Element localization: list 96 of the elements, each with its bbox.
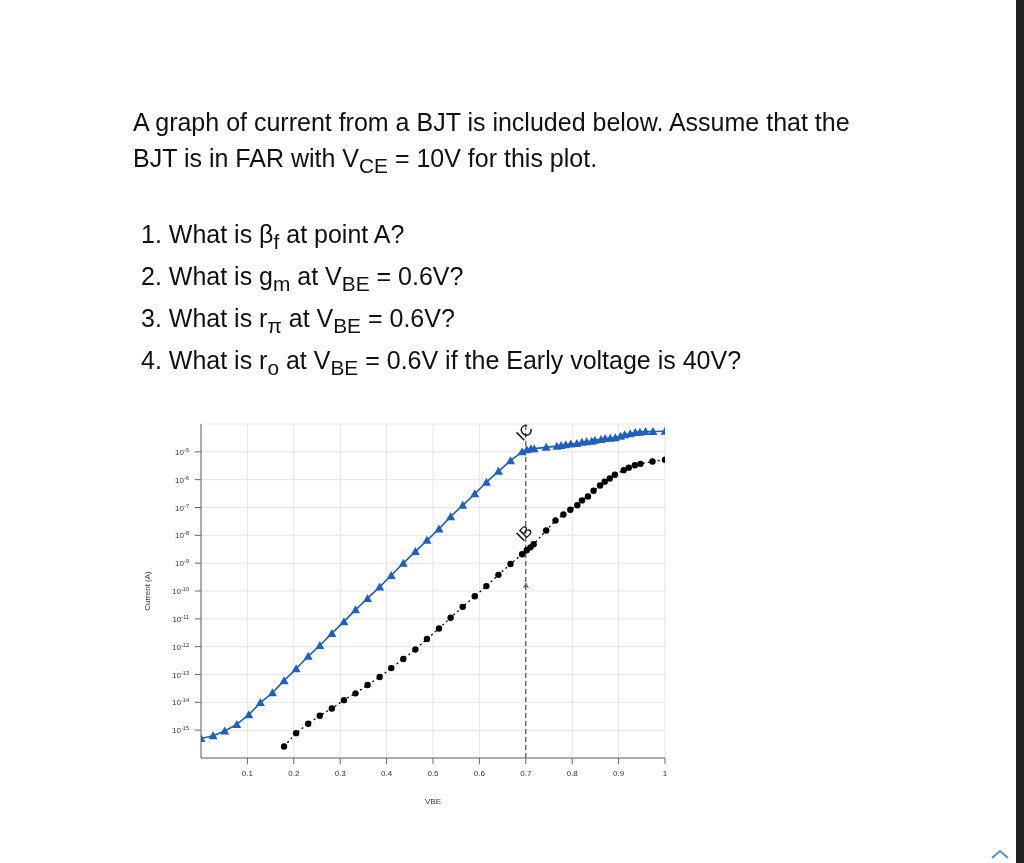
point xyxy=(303,651,313,660)
x-tick-label: 0.1 xyxy=(241,769,254,778)
point xyxy=(327,628,337,637)
point xyxy=(339,617,349,626)
point xyxy=(232,719,242,728)
point xyxy=(328,705,336,712)
point xyxy=(637,460,644,468)
point xyxy=(483,582,490,590)
point xyxy=(220,726,230,735)
point xyxy=(625,464,633,471)
text: IB xyxy=(512,521,536,545)
text: IC xyxy=(512,420,537,444)
point xyxy=(435,625,443,632)
point xyxy=(376,673,383,681)
point xyxy=(244,710,254,719)
y-tick-label: 10$^{-6}$ xyxy=(175,474,189,485)
point xyxy=(552,517,559,524)
text: 3. What is r$_{π}$ at V$_{BE}$ = 0.6V? xyxy=(141,304,456,339)
point xyxy=(410,547,420,556)
point xyxy=(208,731,218,740)
point xyxy=(518,551,526,558)
point xyxy=(422,535,432,544)
point xyxy=(447,614,454,621)
point xyxy=(386,571,396,580)
point xyxy=(574,502,581,509)
point xyxy=(446,512,456,521)
point xyxy=(611,471,619,478)
point xyxy=(459,603,466,611)
chart-title: A graph of current from a BJT is included below. Assume that the BJT is in FAR with V$_{CE}$ = 10V for this plot. xyxy=(133,107,851,179)
y-tick-label: 10$^{-9}$ xyxy=(175,558,189,569)
point xyxy=(280,743,288,750)
point xyxy=(560,511,567,518)
point xyxy=(304,720,312,727)
point xyxy=(471,593,478,600)
point xyxy=(606,475,613,482)
point xyxy=(470,489,480,498)
point xyxy=(291,664,301,673)
point xyxy=(400,655,407,663)
point xyxy=(340,696,348,704)
point xyxy=(507,560,514,568)
point xyxy=(364,681,371,689)
point xyxy=(649,458,656,465)
y-axis-title: Current (A) xyxy=(142,570,152,611)
ref-line-label: A xyxy=(523,581,530,590)
x-tick-label: 0.3 xyxy=(334,769,347,778)
y-tick-label: 10$^{-7}$ xyxy=(175,502,189,513)
x-tick-label: 0.7 xyxy=(520,769,532,778)
x-tick-label: 0.8 xyxy=(566,769,579,778)
text: 1. What is β$_{f}$ at point A? xyxy=(141,220,406,255)
point xyxy=(255,698,265,707)
x-tick-label: 0.6 xyxy=(473,769,486,778)
point xyxy=(495,571,502,579)
point xyxy=(584,493,592,500)
y-tick-label: 10$^{-11}$ xyxy=(172,613,189,624)
y-tick-label: 10$^{-14}$ xyxy=(172,697,189,708)
point xyxy=(590,487,597,494)
point xyxy=(388,664,395,672)
point xyxy=(596,482,604,489)
point xyxy=(352,690,359,697)
point xyxy=(631,462,639,469)
point xyxy=(292,729,300,737)
y-tick-label: 10$^{-12}$ xyxy=(172,641,189,652)
point xyxy=(458,500,468,509)
point xyxy=(363,593,373,602)
point xyxy=(601,478,608,485)
point xyxy=(398,558,408,567)
point xyxy=(641,426,651,435)
point xyxy=(279,676,289,685)
point xyxy=(412,646,419,653)
y-tick-label: 10$^{-13}$ xyxy=(172,669,189,680)
text: 2. What is g$_{m}$ at V$_{BE}$ = 0.6V? xyxy=(141,262,465,297)
point xyxy=(541,442,551,451)
y-tick-label: 10$^{-15}$ xyxy=(172,725,189,736)
x-tick-label: 0.9 xyxy=(613,769,625,778)
point xyxy=(315,641,325,650)
y-tick-label: 10$^{-10}$ xyxy=(172,586,189,596)
point xyxy=(578,497,586,504)
point xyxy=(481,477,491,486)
point xyxy=(423,635,431,643)
point xyxy=(493,466,503,475)
x-axis-title: VBE xyxy=(424,797,442,806)
point xyxy=(316,712,323,719)
point xyxy=(648,426,658,435)
point xyxy=(543,527,550,534)
x-tick-label: 1 xyxy=(662,769,668,778)
point xyxy=(351,605,361,614)
text: 4. What is r$_{o}$ at V$_{BE}$ = 0.6V if the Early voltage is 40V? xyxy=(141,346,743,381)
point xyxy=(267,688,277,697)
x-tick-label: 0.2 xyxy=(288,769,300,778)
point xyxy=(620,466,627,474)
y-tick-label: 10$^{-8}$ xyxy=(175,530,189,541)
x-tick-label: 0.4 xyxy=(381,769,393,778)
x-tick-label: 0.5 xyxy=(427,769,440,778)
point xyxy=(567,506,574,513)
point xyxy=(505,456,515,465)
y-tick-label: 10$^{-5}$ xyxy=(175,446,189,457)
